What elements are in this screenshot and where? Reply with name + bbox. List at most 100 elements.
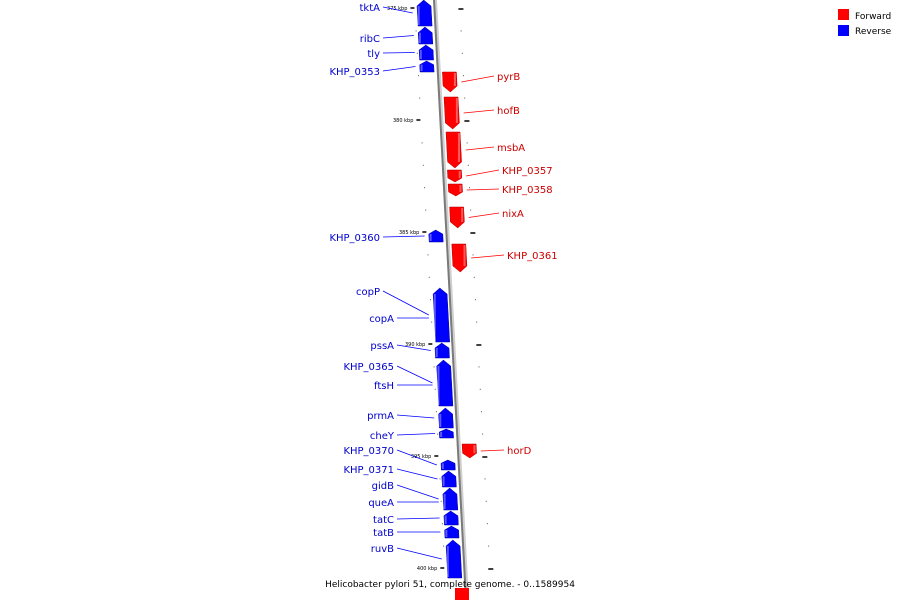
gene-label-prma[interactable]: prmA — [367, 411, 394, 422]
gene-label-ruvb[interactable]: ruvB — [371, 544, 394, 555]
leader-line-nixa — [468, 212, 500, 218]
gene-label-pyrb[interactable]: pyrB — [497, 72, 520, 83]
leader-line-prma — [396, 414, 435, 419]
minor-tick-right — [482, 433, 484, 435]
gene-label-tly[interactable]: tly — [367, 49, 380, 60]
minor-tick-left — [421, 142, 423, 144]
gene-khp-0360-highlight — [429, 234, 432, 241]
gene-label-quea[interactable]: queA — [368, 498, 394, 509]
minor-tick-left — [416, 52, 418, 54]
gene-hofb-highlight — [455, 98, 458, 123]
gene-prma-highlight — [439, 414, 442, 427]
gene-prma-arrow[interactable] — [438, 407, 454, 429]
gene-label-tatc[interactable]: tatC — [373, 515, 394, 526]
gene-label-ribc[interactable]: ribC — [360, 34, 380, 45]
gene-label-gidb[interactable]: gidB — [372, 481, 394, 492]
leader-line-khp-0365 — [396, 365, 433, 384]
gene-label-tkta[interactable]: tktA — [360, 3, 381, 14]
tick-label: 400 kbp — [417, 566, 437, 572]
gene-khp-0371-highlight — [442, 476, 445, 486]
minor-tick-right — [461, 52, 463, 54]
gene-label-khp-0365[interactable]: KHP_0365 — [343, 362, 394, 373]
backbone-line — [433, 0, 467, 600]
gene-khp-0361-arrow[interactable] — [451, 243, 468, 273]
minor-tick-left — [422, 164, 424, 166]
minor-tick-left — [434, 388, 436, 390]
gene-khp-0353-arrow[interactable] — [419, 60, 435, 73]
leader-line-pssa — [396, 344, 431, 351]
gene-label-nixa[interactable]: nixA — [502, 209, 524, 220]
gene-label-khp-0361[interactable]: KHP_0361 — [507, 251, 558, 262]
minor-tick-left — [419, 97, 421, 99]
gene-khp-0360-arrow[interactable] — [428, 229, 444, 243]
gene-tatc-arrow[interactable] — [443, 510, 459, 526]
leader-line-copp — [382, 290, 429, 316]
tick-label: 380 kbp — [393, 118, 413, 124]
gene-ruvb-highlight — [446, 546, 449, 577]
gene-khp-0357-arrow[interactable] — [447, 169, 463, 183]
gene-ribc-highlight — [418, 32, 421, 43]
leader-line-ribc — [382, 35, 414, 39]
gene-label-khp-0358[interactable]: KHP_0358 — [502, 185, 553, 196]
gene-label-ftsh[interactable]: ftsH — [374, 381, 394, 392]
minor-tick-right — [484, 478, 486, 480]
gene-label-hofb[interactable]: hofB — [497, 106, 520, 117]
gene-label-hord[interactable]: horD — [507, 446, 532, 457]
leader-line-chey — [396, 433, 436, 436]
gene-tkta-arrow[interactable] — [416, 0, 433, 27]
gene-label-khp-0357[interactable]: KHP_0357 — [502, 166, 553, 177]
gene-label-pssa[interactable]: pssA — [370, 341, 394, 352]
gene-pssa-arrow[interactable] — [434, 342, 450, 359]
gene-label-copp[interactable]: copP — [356, 287, 380, 298]
minor-tick-left — [418, 75, 420, 77]
gene-khp-0371-arrow[interactable] — [441, 470, 457, 488]
leader-line-msba — [465, 146, 495, 151]
minor-tick-right — [476, 321, 478, 323]
leader-line-khp-0361 — [471, 254, 505, 259]
minor-tick-left — [439, 478, 441, 480]
gene-label-khp-0360[interactable]: KHP_0360 — [329, 233, 380, 244]
legend-forward-label: Forward — [855, 12, 891, 22]
minor-tick-right — [468, 187, 470, 189]
tick-label: 385 kbp — [399, 230, 419, 236]
gene-label-copa[interactable]: copA — [369, 314, 394, 325]
gene-msba-arrow[interactable] — [445, 131, 462, 169]
gene-tatb-arrow[interactable] — [444, 525, 460, 539]
gene-khp-0370-arrow[interactable] — [440, 459, 456, 471]
gene-label-tatb[interactable]: tatB — [373, 528, 394, 539]
gene-ribc-arrow[interactable] — [417, 26, 434, 45]
gene-khp-0365-arrow[interactable] — [436, 359, 454, 407]
gene-hord-arrow[interactable] — [461, 443, 477, 459]
gene-hofb-arrow[interactable] — [443, 96, 460, 130]
gene-khp-0358-arrow[interactable] — [447, 183, 463, 197]
gene-gidb-arrow[interactable] — [442, 487, 459, 511]
gene-chey-arrow[interactable] — [439, 428, 454, 439]
gene-tly-arrow[interactable] — [418, 44, 434, 61]
gene-khp-0365-highlight — [437, 366, 440, 405]
gene-copp-arrow[interactable] — [432, 287, 450, 343]
gene-pyrb-arrow[interactable] — [442, 71, 458, 93]
gene-label-msba[interactable]: msbA — [497, 143, 525, 154]
legend-reverse-swatch — [838, 25, 849, 36]
gene-label-khp-0371[interactable]: KHP_0371 — [343, 465, 394, 476]
genome-caption: Helicobacter pylori 51, complete genome.… — [325, 580, 575, 590]
gene-tkta-highlight — [417, 6, 420, 25]
gene-label-khp-0353[interactable]: KHP_0353 — [329, 67, 380, 78]
gene-ruvb-arrow[interactable] — [445, 539, 463, 579]
genome-backbone — [433, 0, 469, 600]
gene-tatc-highlight — [444, 515, 447, 524]
minor-tick-right — [466, 142, 468, 144]
gene-tly-highlight — [419, 50, 422, 59]
gene-tatb-highlight — [445, 530, 448, 537]
gene-nixa-highlight — [461, 208, 464, 222]
tick-label: 375 kbp — [387, 6, 407, 12]
gene-label-khp-0370[interactable]: KHP_0370 — [343, 446, 394, 457]
minor-tick-right — [486, 523, 488, 525]
gene-label-chey[interactable]: cheY — [370, 431, 395, 442]
minor-tick-left — [415, 30, 417, 32]
gene-nixa-arrow[interactable] — [449, 206, 465, 229]
minor-tick-left — [423, 187, 425, 189]
minor-tick-left — [431, 321, 433, 323]
leader-line-tly — [382, 52, 415, 54]
